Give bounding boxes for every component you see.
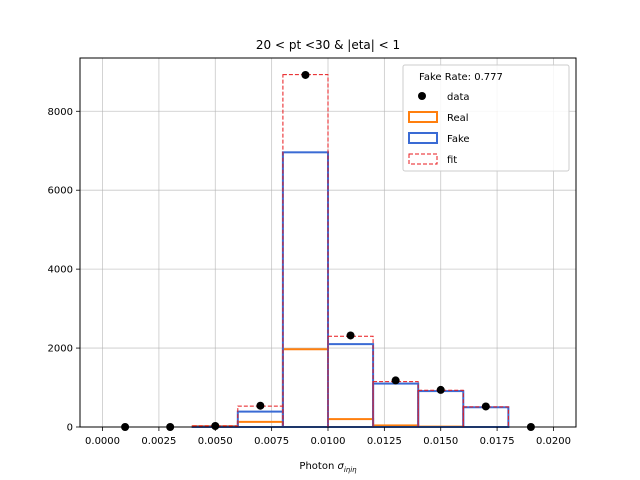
data-point xyxy=(436,385,445,394)
chart-title: 20 < pt <30 & |eta| < 1 xyxy=(256,38,400,52)
x-tick-label: 0.0200 xyxy=(536,436,571,447)
legend-label-fit: fit xyxy=(447,155,457,166)
x-axis-label-prefix: Photon xyxy=(299,461,337,472)
data-point xyxy=(346,331,355,340)
data-points xyxy=(121,70,535,431)
bar-fit xyxy=(372,381,419,428)
legend-marker-real xyxy=(408,111,438,123)
x-axis-label-symbol: σ xyxy=(337,461,344,472)
x-tick-label: 0.0125 xyxy=(367,436,402,447)
y-tick-label: 2000 xyxy=(48,344,73,355)
x-tick-label: 0.0000 xyxy=(85,436,120,447)
legend-label-fake: Fake xyxy=(447,134,470,145)
legend: Fake Rate: 0.777 data Real Fake fit xyxy=(402,64,570,172)
x-tick-label: 0.0075 xyxy=(254,436,289,447)
x-tick-label: 0.0175 xyxy=(480,436,515,447)
legend-label-data: data xyxy=(447,92,470,103)
legend-box xyxy=(402,64,570,172)
y-tick-label: 8000 xyxy=(48,107,73,118)
x-axis-label-subscript: iηiη xyxy=(344,466,357,474)
x-axis-label: Photon σiηiη xyxy=(299,461,357,474)
y-tick-label: 0 xyxy=(67,423,73,434)
x-tick-label: 0.0100 xyxy=(311,436,346,447)
data-point xyxy=(211,422,220,431)
legend-marker-data xyxy=(418,92,426,100)
x-tick-label: 0.0150 xyxy=(423,436,458,447)
data-point xyxy=(481,402,490,411)
x-tick-label: 0.0025 xyxy=(141,436,176,447)
legend-marker-fit xyxy=(408,153,438,165)
legend-marker-fake xyxy=(408,132,438,144)
y-tick-label: 6000 xyxy=(48,186,73,197)
y-axis-ticks: 0 2000 4000 6000 8000 xyxy=(48,107,80,434)
y-tick-label: 4000 xyxy=(48,265,73,276)
data-point xyxy=(301,70,310,79)
legend-label-real: Real xyxy=(447,113,469,124)
x-tick-label: 0.0050 xyxy=(198,436,233,447)
data-point xyxy=(256,401,265,410)
x-axis-ticks: 0.0000 0.0025 0.0050 0.0075 0.0100 0.0125 0.01… xyxy=(85,427,571,447)
legend-header: Fake Rate: 0.777 xyxy=(419,72,503,83)
data-point xyxy=(391,376,400,385)
